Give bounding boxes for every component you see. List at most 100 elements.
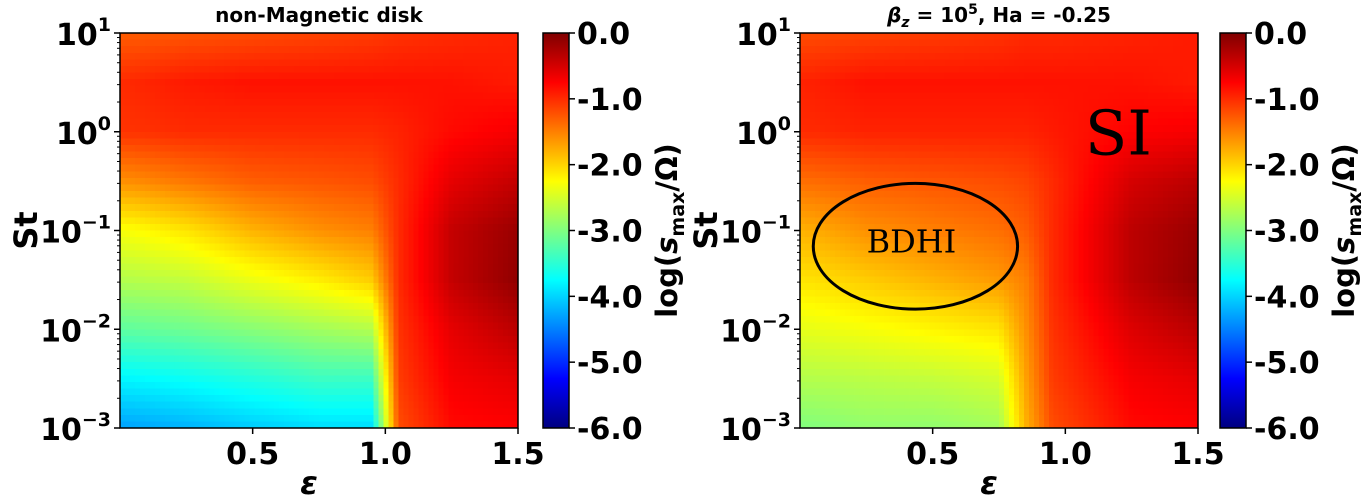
heatmap-cell [149,401,156,409]
heatmap-cell [314,204,320,212]
heatmap-cell [214,85,221,93]
heatmap-cell [139,335,146,344]
heatmap-cell [204,302,211,311]
heatmap-cell [194,256,201,265]
heatmap-cell [279,138,285,146]
heatmap-cell [274,191,280,199]
heatmap-cell [189,85,196,93]
heatmap-cell [433,46,439,54]
heatmap-cell [338,230,345,238]
heatmap-cell [443,98,449,107]
heatmap-cell [328,65,335,74]
heatmap-cell [314,414,320,423]
heatmap-cell [438,138,444,146]
heatmap-cell [144,171,151,179]
heatmap-cell [159,164,166,172]
heatmap-cell [204,283,211,291]
heatmap-cell [373,408,380,416]
heatmap-cell [323,342,330,350]
heatmap-cell [458,401,464,409]
heatmap-cell [239,72,245,80]
heatmap-cell [498,125,504,133]
heatmap-cell [428,414,435,423]
heatmap-cell [194,33,201,41]
heatmap-cell [368,46,375,54]
heatmap-cell [463,243,469,251]
heatmap-cell [204,151,211,159]
heatmap-cell [363,243,370,251]
heatmap-cell [319,302,325,311]
heatmap-cell [244,39,250,47]
heatmap-cell [503,349,509,357]
heatmap-cell [120,395,126,403]
heatmap-cell [408,335,415,344]
heatmap-cell [428,158,435,166]
heatmap-cell [448,355,454,363]
heatmap-cell [159,342,166,350]
heatmap-cell [368,401,375,409]
heatmap-cell [338,381,345,390]
heatmap-cell [214,408,221,416]
heatmap-cell [309,342,315,350]
heatmap-cell [373,204,380,212]
heatmap-cell [189,144,196,153]
heatmap-cell [214,335,221,344]
heatmap-cell [468,316,474,324]
heatmap-cell [299,210,305,218]
heatmap-cell [159,59,166,67]
heatmap-cell [174,329,181,337]
heatmap-cell [294,408,300,416]
heatmap-cell [209,98,216,107]
heatmap-cell [383,256,390,265]
heatmap-cell [363,250,370,258]
heatmap-cell [124,33,131,41]
heatmap-cell [328,46,335,54]
heatmap-cell [939,39,945,47]
heatmap-cell [120,98,126,107]
heatmap-cell [438,59,444,67]
heatmap-cell [408,46,415,54]
heatmap-cell [304,421,310,429]
heatmap-cell [423,381,430,390]
heatmap-cell [194,230,201,238]
heatmap-cell [269,342,275,350]
heatmap-cell [159,349,166,357]
heatmap-cell [513,46,519,54]
heatmap-cell [309,302,315,311]
heatmap-cell [338,276,345,284]
heatmap-cell [368,197,375,205]
heatmap-cell [478,335,484,344]
heatmap-cell [373,223,380,232]
heatmap-cell [159,414,166,423]
heatmap-cell [164,118,171,126]
heatmap-cell [124,263,131,271]
heatmap-cell [363,184,370,192]
heatmap-cell [353,342,360,350]
heatmap-cell [343,223,350,232]
heatmap-cell [229,204,236,212]
heatmap-cell [453,243,459,251]
heatmap-cell [139,362,146,370]
heatmap-cell [269,243,275,251]
heatmap-cell [274,144,280,153]
heatmap-cell [488,164,494,172]
heatmap-cell [328,349,335,357]
heatmap-cell [393,144,400,153]
heatmap-cell [473,204,479,212]
heatmap-cell [383,39,390,47]
heatmap-cell [418,59,425,67]
heatmap-cell [458,92,464,100]
heatmap-cell [299,335,305,344]
colorbar-tick-label: -5.0 [577,346,643,381]
heatmap-cell [319,105,325,113]
heatmap-cell [189,158,196,166]
heatmap-cell [279,335,285,344]
heatmap-cell [388,72,395,80]
heatmap-cell [974,39,980,47]
heatmap-cell [418,349,425,357]
heatmap-cell [503,52,509,60]
heatmap-cell [299,79,305,87]
heatmap-cell [264,125,270,133]
heatmap-cell [244,210,250,218]
heatmap-cell [388,302,395,311]
